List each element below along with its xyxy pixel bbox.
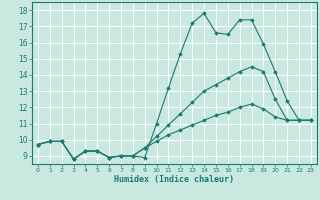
X-axis label: Humidex (Indice chaleur): Humidex (Indice chaleur) (115, 175, 234, 184)
